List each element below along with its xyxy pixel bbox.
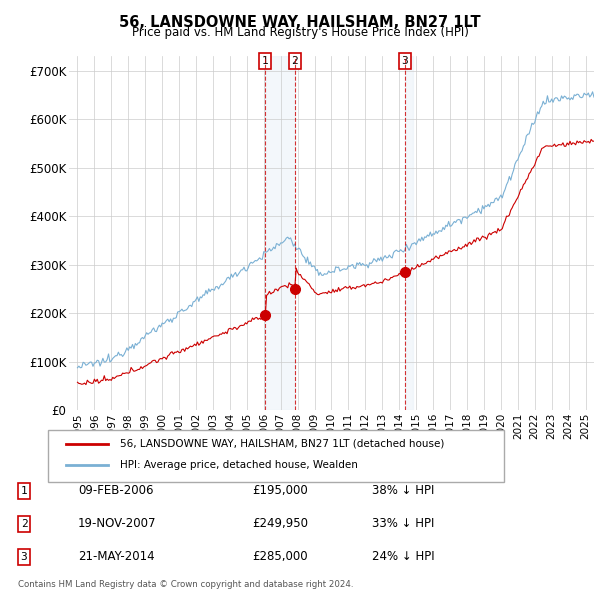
Text: 3: 3 [401, 56, 408, 66]
Text: 21-MAY-2014: 21-MAY-2014 [78, 550, 155, 563]
Text: 56, LANSDOWNE WAY, HAILSHAM, BN27 1LT (detached house): 56, LANSDOWNE WAY, HAILSHAM, BN27 1LT (d… [120, 439, 445, 449]
Text: Price paid vs. HM Land Registry's House Price Index (HPI): Price paid vs. HM Land Registry's House … [131, 26, 469, 39]
Text: £285,000: £285,000 [252, 550, 308, 563]
Text: 1: 1 [20, 486, 28, 496]
Bar [265, 56, 295, 410]
Text: 19-NOV-2007: 19-NOV-2007 [78, 517, 157, 530]
Text: 2: 2 [292, 56, 298, 66]
Text: 33% ↓ HPI: 33% ↓ HPI [372, 517, 434, 530]
Text: 38% ↓ HPI: 38% ↓ HPI [372, 484, 434, 497]
Text: 24% ↓ HPI: 24% ↓ HPI [372, 550, 434, 563]
Text: 56, LANSDOWNE WAY, HAILSHAM, BN27 1LT: 56, LANSDOWNE WAY, HAILSHAM, BN27 1LT [119, 15, 481, 30]
Text: HPI: Average price, detached house, Wealden: HPI: Average price, detached house, Weal… [120, 460, 358, 470]
Text: £249,950: £249,950 [252, 517, 308, 530]
Text: 1: 1 [262, 56, 269, 66]
Text: 3: 3 [20, 552, 28, 562]
Text: 09-FEB-2006: 09-FEB-2006 [78, 484, 154, 497]
Text: Contains HM Land Registry data © Crown copyright and database right 2024.: Contains HM Land Registry data © Crown c… [18, 579, 353, 589]
Text: 2: 2 [20, 519, 28, 529]
Text: £195,000: £195,000 [252, 484, 308, 497]
FancyBboxPatch shape [48, 430, 504, 482]
Bar [405, 56, 413, 410]
